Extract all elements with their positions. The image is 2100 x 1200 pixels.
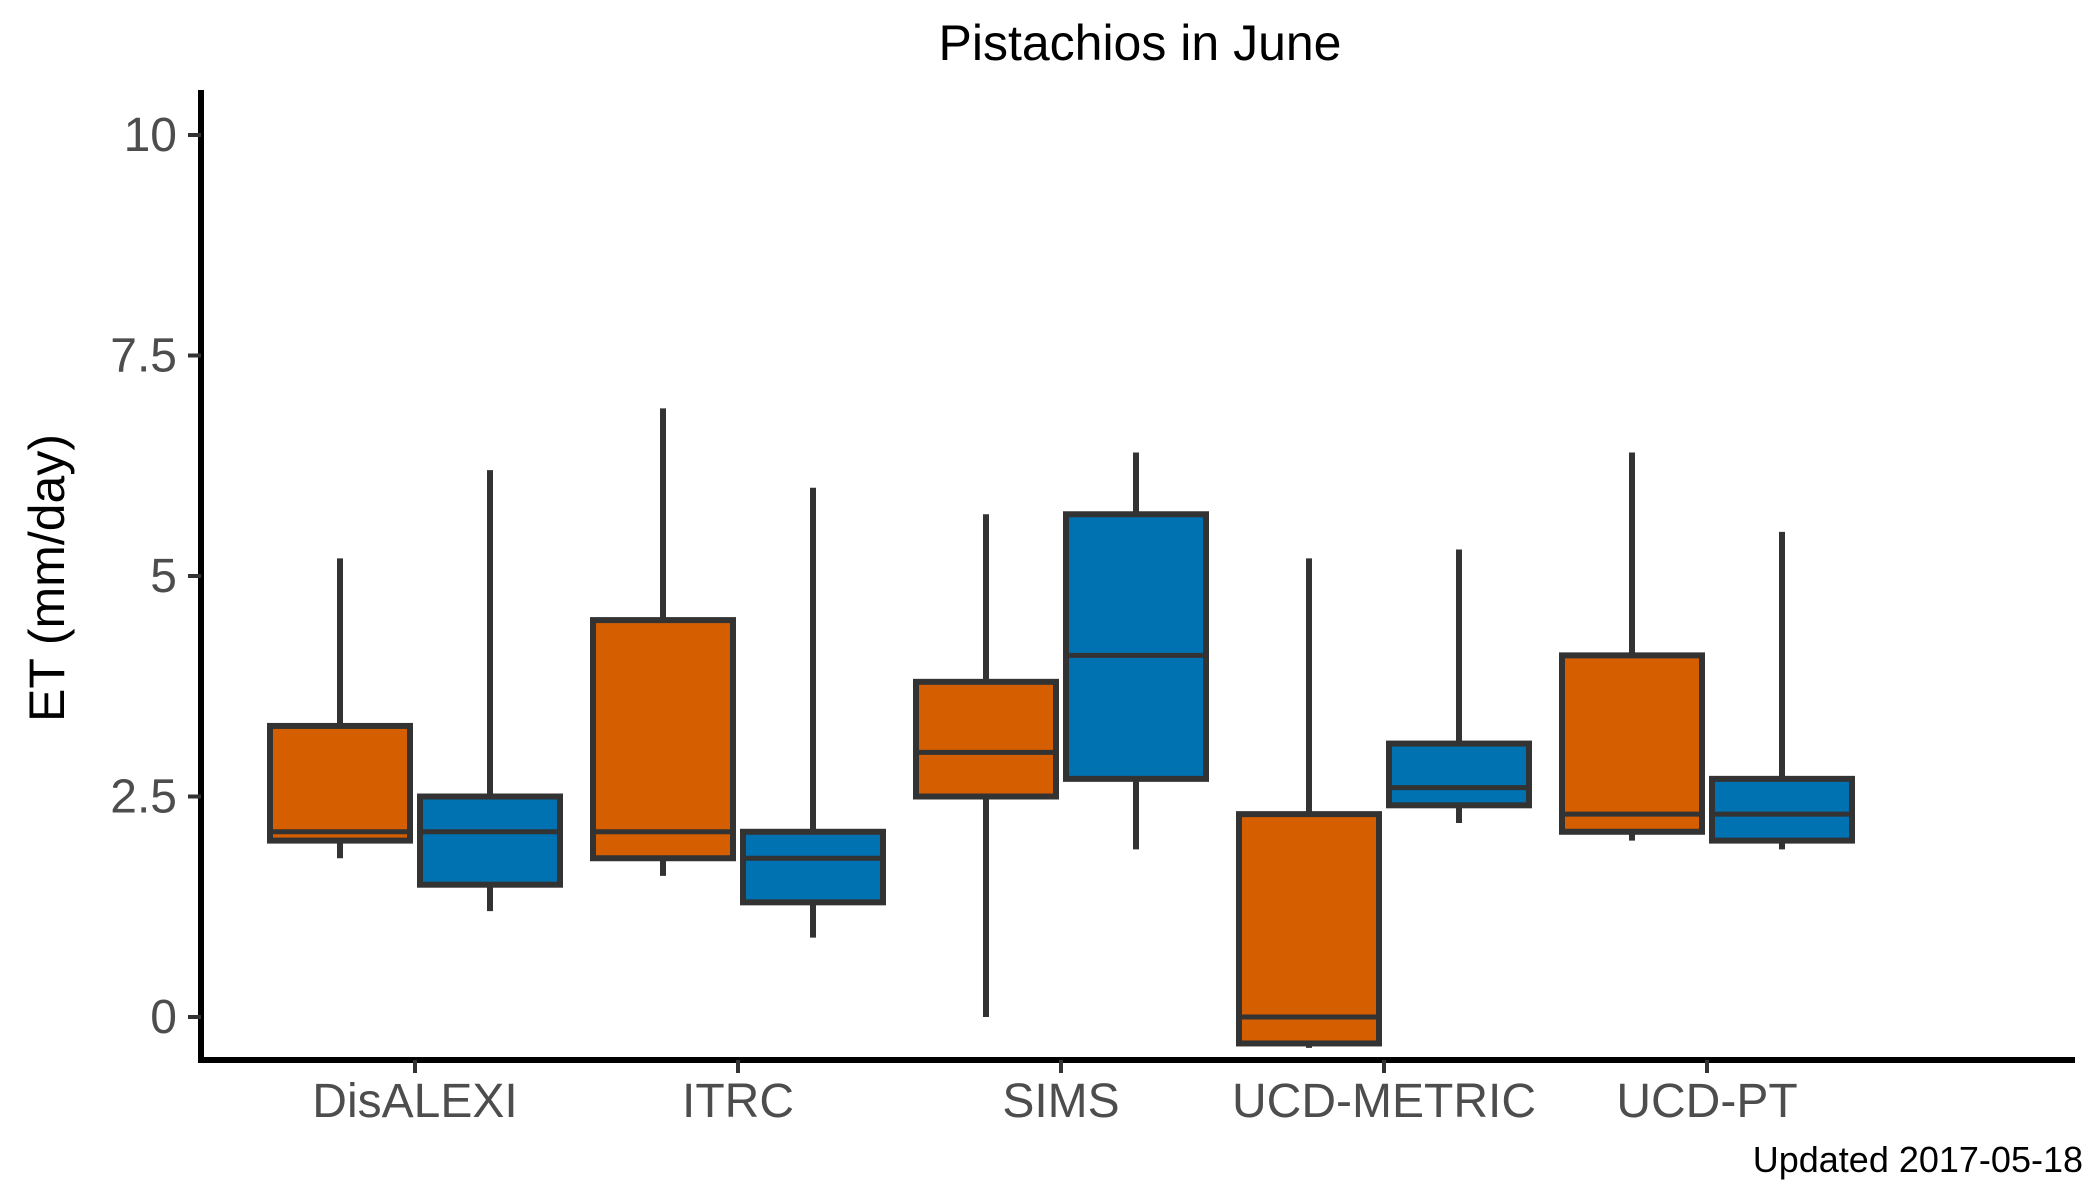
box-body: [1063, 511, 1209, 782]
box-ucd-pt-0: [1559, 452, 1705, 841]
box-body: [267, 722, 413, 844]
plot-area: [267, 408, 1855, 1048]
box-body: [417, 793, 563, 888]
y-tick-label: 5: [150, 550, 177, 603]
box-body: [740, 828, 886, 906]
box-body: [590, 617, 736, 862]
box-ucd-pt-1: [1709, 531, 1855, 850]
x-tick-label: DisALEXI: [312, 1075, 517, 1128]
y-tick-label: 2.5: [110, 771, 177, 824]
box-body: [1386, 740, 1532, 809]
x-axis-ticks: DisALEXI ITRC SIMS UCD-METRIC UCD-PT: [312, 1060, 1798, 1128]
x-tick-label: ITRC: [682, 1075, 794, 1128]
box-itrc-1: [740, 487, 886, 938]
box-body: [1709, 775, 1855, 844]
y-axis-label: ET (mm/day): [19, 434, 75, 722]
box-sims-0: [913, 514, 1059, 1017]
x-tick-label: UCD-PT: [1616, 1075, 1797, 1128]
y-tick-label: 10: [124, 109, 177, 162]
box-disalexi-0: [267, 558, 413, 859]
box-sims-1: [1063, 452, 1209, 850]
x-tick-label: UCD-METRIC: [1232, 1075, 1536, 1128]
box-disalexi-1: [417, 470, 563, 912]
box-itrc-0: [590, 408, 736, 876]
y-axis-ticks: 0 2.5 5 7.5 10: [110, 109, 201, 1044]
box-ucd-metric-1: [1386, 549, 1532, 823]
box-ucd-metric-0: [1236, 558, 1382, 1048]
chart-title: Pistachios in June: [938, 15, 1341, 71]
x-tick-label: SIMS: [1002, 1075, 1119, 1128]
box-body: [913, 678, 1059, 800]
box-body: [1236, 811, 1382, 1047]
updated-caption: Updated 2017-05-18: [1753, 1139, 2083, 1180]
y-tick-label: 0: [150, 991, 177, 1044]
box-body: [1559, 652, 1705, 835]
y-tick-label: 7.5: [110, 330, 177, 383]
